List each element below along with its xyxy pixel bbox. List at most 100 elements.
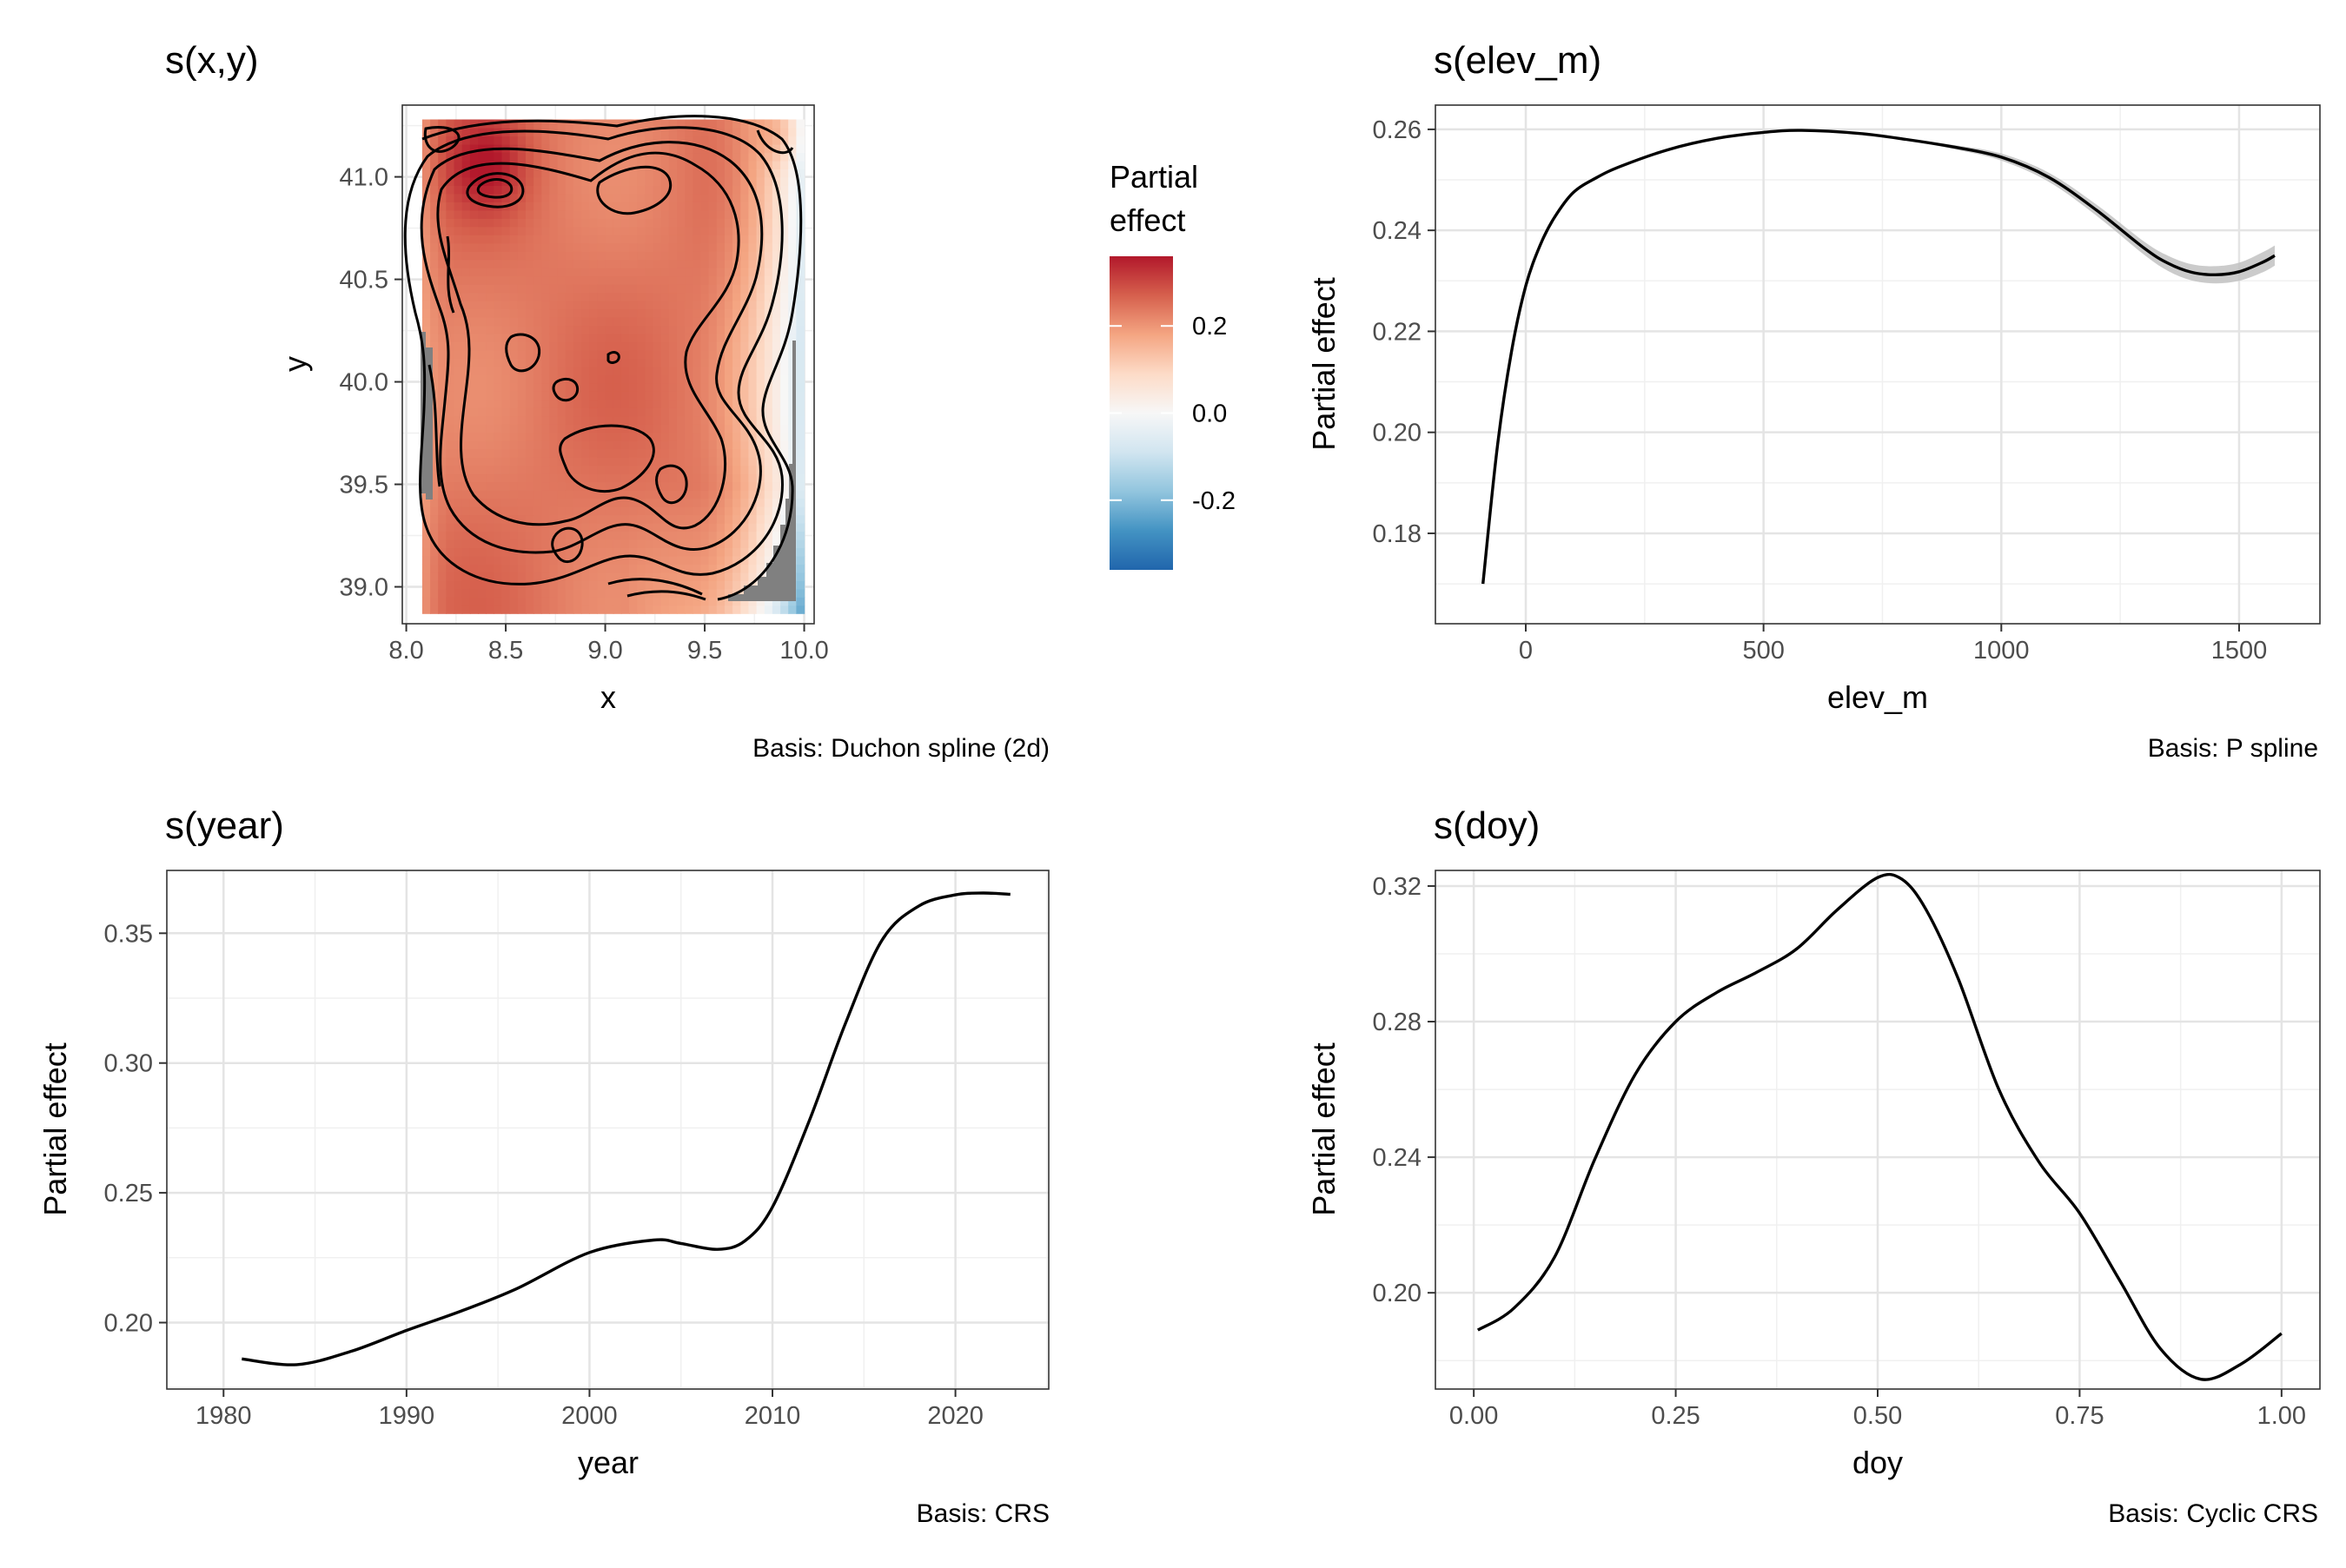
- heatmap-tile: [693, 440, 702, 450]
- heatmap-tile: [637, 547, 646, 557]
- heatmap-tile: [430, 366, 439, 375]
- heatmap-tile: [637, 358, 646, 367]
- heatmap-tile: [725, 185, 733, 195]
- heatmap-tile: [740, 531, 750, 540]
- heatmap-tile: [430, 531, 439, 540]
- panel-border: [1435, 104, 2321, 625]
- heatmap-tile: [788, 251, 797, 261]
- heatmap-tile: [740, 481, 750, 491]
- heatmap-tile: [573, 366, 582, 375]
- heatmap-tile: [668, 251, 678, 261]
- heatmap-tile: [454, 226, 463, 235]
- heatmap-tile: [620, 555, 630, 565]
- heatmap-tile: [533, 539, 542, 548]
- heatmap-tile: [716, 564, 726, 573]
- heatmap-tile: [573, 415, 582, 425]
- heatmap-tile: [469, 292, 479, 301]
- heatmap-tile: [549, 193, 559, 202]
- x-tick-label: 10.0: [779, 637, 828, 665]
- heatmap-tile: [796, 144, 805, 154]
- heatmap-tile: [454, 251, 463, 261]
- heatmap-tile: [597, 242, 606, 252]
- heatmap-tile: [772, 473, 781, 483]
- heatmap-tile: [708, 218, 718, 228]
- heatmap-tile: [421, 268, 431, 277]
- heatmap-tile: [716, 333, 726, 342]
- heatmap-tile: [700, 531, 710, 540]
- heatmap-tile: [589, 193, 598, 202]
- heatmap-tile: [605, 374, 614, 384]
- heatmap-tile: [581, 415, 590, 425]
- heatmap-tile: [756, 325, 765, 334]
- heatmap-tile: [501, 448, 511, 458]
- heatmap-tile: [541, 539, 551, 548]
- heatmap-tile: [772, 169, 781, 178]
- heatmap-tile: [605, 268, 614, 277]
- heatmap-tile: [573, 128, 582, 137]
- heatmap-tile: [517, 490, 527, 500]
- heatmap-tile: [708, 193, 718, 202]
- heatmap-tile: [620, 572, 630, 581]
- heatmap-tile: [629, 301, 638, 310]
- heatmap-tile: [581, 325, 590, 334]
- heatmap-tile: [700, 366, 710, 375]
- heatmap-tile: [517, 555, 527, 565]
- heatmap-tile: [517, 514, 527, 524]
- heatmap-tile: [764, 407, 773, 417]
- heatmap-tile: [461, 597, 471, 606]
- heatmap-tile: [478, 605, 487, 614]
- heatmap-tile: [620, 268, 630, 277]
- heatmap-tile: [629, 185, 638, 195]
- heatmap-tile: [668, 374, 678, 384]
- heatmap-tile: [557, 152, 567, 162]
- heatmap-tile: [446, 317, 455, 327]
- heatmap-tile: [748, 580, 758, 590]
- heatmap-tile: [541, 382, 551, 392]
- heatmap-tile: [772, 399, 781, 408]
- heatmap-tile: [533, 259, 542, 268]
- heatmap-tile: [668, 366, 678, 375]
- heatmap-tile: [533, 160, 542, 169]
- heatmap-tile: [645, 448, 654, 458]
- heatmap-tile: [725, 242, 733, 252]
- heatmap-tile: [509, 432, 519, 441]
- heatmap-tile: [620, 169, 630, 178]
- heatmap-tile: [494, 325, 503, 334]
- heatmap-tile: [573, 226, 582, 235]
- heatmap-tile: [716, 424, 726, 433]
- heatmap-tile: [541, 424, 551, 433]
- heatmap-tile: [446, 169, 455, 178]
- heatmap-tile: [660, 473, 670, 483]
- heatmap-tile: [620, 597, 630, 606]
- heatmap-tile: [541, 169, 551, 178]
- series-line: [242, 891, 1011, 1366]
- heatmap-tile: [486, 301, 494, 310]
- heatmap-tile: [629, 292, 638, 301]
- heatmap-tile: [549, 407, 559, 417]
- heatmap-tile: [549, 325, 559, 334]
- heatmap-tile: [708, 366, 718, 375]
- heatmap-tile: [693, 522, 702, 532]
- heatmap-tile: [501, 226, 511, 235]
- heatmap-tile: [764, 268, 773, 277]
- heatmap-tile: [716, 555, 726, 565]
- heatmap-tile: [565, 144, 574, 154]
- heatmap-tile: [486, 152, 494, 162]
- heatmap-tile: [581, 539, 590, 548]
- heatmap-tile: [478, 399, 487, 408]
- heatmap-tile: [748, 259, 758, 268]
- heatmap-tile: [549, 144, 559, 154]
- heatmap-tile: [430, 144, 439, 154]
- heatmap-tile: [557, 292, 567, 301]
- heatmap-tile: [597, 193, 606, 202]
- heatmap-tile: [461, 268, 471, 277]
- heatmap-tile: [549, 275, 559, 285]
- heatmap-tile: [549, 490, 559, 500]
- heatmap-tile: [597, 251, 606, 261]
- heatmap-tile: [533, 202, 542, 211]
- heatmap-tile: [772, 374, 781, 384]
- heatmap-tile: [581, 144, 590, 154]
- heatmap-tile: [533, 399, 542, 408]
- heatmap-tile: [565, 259, 574, 268]
- heatmap-tile: [660, 176, 670, 186]
